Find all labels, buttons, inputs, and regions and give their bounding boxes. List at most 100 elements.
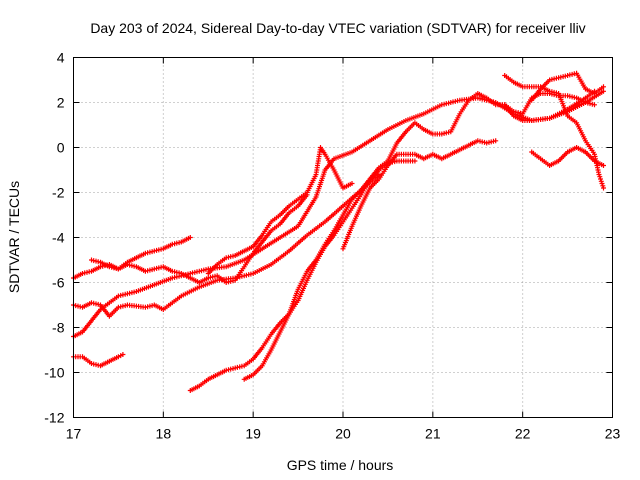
data-point (189, 389, 192, 392)
data-point (117, 268, 120, 270)
data-point (99, 265, 102, 268)
data-point (207, 378, 210, 381)
data-point (252, 252, 254, 255)
data-point (189, 277, 192, 279)
data-point (566, 74, 569, 77)
data-point (351, 198, 353, 201)
data-point (378, 169, 380, 171)
x-tick-label: 23 (605, 426, 621, 442)
data-point (117, 306, 120, 309)
data-point (512, 115, 515, 117)
data-point (369, 139, 371, 142)
data-point (144, 252, 147, 255)
series-s3 (71, 172, 382, 319)
data-point (189, 236, 192, 239)
data-point (319, 146, 322, 149)
data-point (467, 99, 470, 102)
data-point (476, 139, 479, 142)
data-point (405, 130, 407, 133)
data-point (458, 112, 461, 115)
series-markers-s9 (340, 138, 499, 252)
data-point (198, 385, 201, 387)
data-point (207, 272, 210, 275)
data-point (512, 110, 515, 113)
data-point (369, 178, 371, 180)
data-point (441, 157, 443, 160)
series-markers-s3 (71, 172, 382, 319)
data-point (153, 304, 156, 306)
data-point (153, 268, 156, 270)
data-point (225, 369, 228, 372)
data-point (225, 281, 228, 284)
data-point (566, 115, 569, 117)
data-point (117, 355, 120, 358)
data-point (225, 265, 228, 268)
data-point (279, 236, 281, 239)
data-point (342, 214, 344, 216)
data-point (297, 288, 299, 291)
data-point (530, 85, 533, 88)
data-point (315, 196, 317, 198)
series-s1 (71, 352, 126, 369)
data-point (297, 198, 299, 201)
series-s7 (187, 88, 597, 393)
y-tick-label: 2 (57, 95, 65, 111)
data-point (234, 254, 236, 257)
data-point (108, 301, 111, 304)
data-point (252, 373, 254, 376)
data-point (405, 160, 407, 162)
data-point (288, 205, 290, 207)
data-point (548, 117, 551, 120)
series-markers-s2 (71, 88, 606, 339)
data-point (602, 85, 605, 88)
series-s12 (502, 91, 597, 117)
data-point (198, 281, 201, 284)
data-point (450, 153, 452, 156)
data-point (180, 295, 183, 297)
data-point (135, 290, 138, 293)
data-point (530, 119, 533, 122)
data-point (162, 308, 165, 311)
data-point (288, 211, 290, 214)
data-point (243, 378, 245, 381)
data-point (450, 130, 452, 133)
data-point (575, 121, 578, 124)
data-point (126, 304, 129, 306)
data-point (342, 205, 344, 207)
data-point (99, 364, 102, 367)
data-point (593, 103, 596, 106)
data-point (378, 178, 380, 180)
data-point (593, 153, 596, 156)
data-point (279, 322, 281, 324)
data-point (539, 92, 542, 95)
data-point (90, 270, 93, 273)
data-point (521, 85, 524, 88)
data-point (566, 94, 569, 97)
data-point (503, 74, 506, 77)
data-point (494, 139, 497, 142)
data-point (333, 169, 335, 171)
data-point (126, 263, 129, 266)
data-point (99, 308, 102, 311)
data-point (333, 157, 335, 160)
data-point (288, 250, 290, 252)
series-s13 (529, 145, 606, 168)
data-point (270, 333, 272, 336)
data-point (252, 245, 254, 248)
data-point (306, 270, 308, 273)
data-point (575, 72, 578, 75)
data-point (584, 101, 587, 104)
data-point (557, 76, 560, 79)
series-s8 (241, 158, 418, 382)
data-point (360, 193, 362, 196)
data-point (405, 119, 407, 122)
data-point (584, 97, 587, 99)
data-point (270, 349, 272, 351)
data-point (602, 187, 605, 189)
grid-layer (73, 57, 613, 418)
data-point (557, 94, 560, 97)
data-point (476, 97, 479, 99)
data-point (243, 364, 245, 367)
